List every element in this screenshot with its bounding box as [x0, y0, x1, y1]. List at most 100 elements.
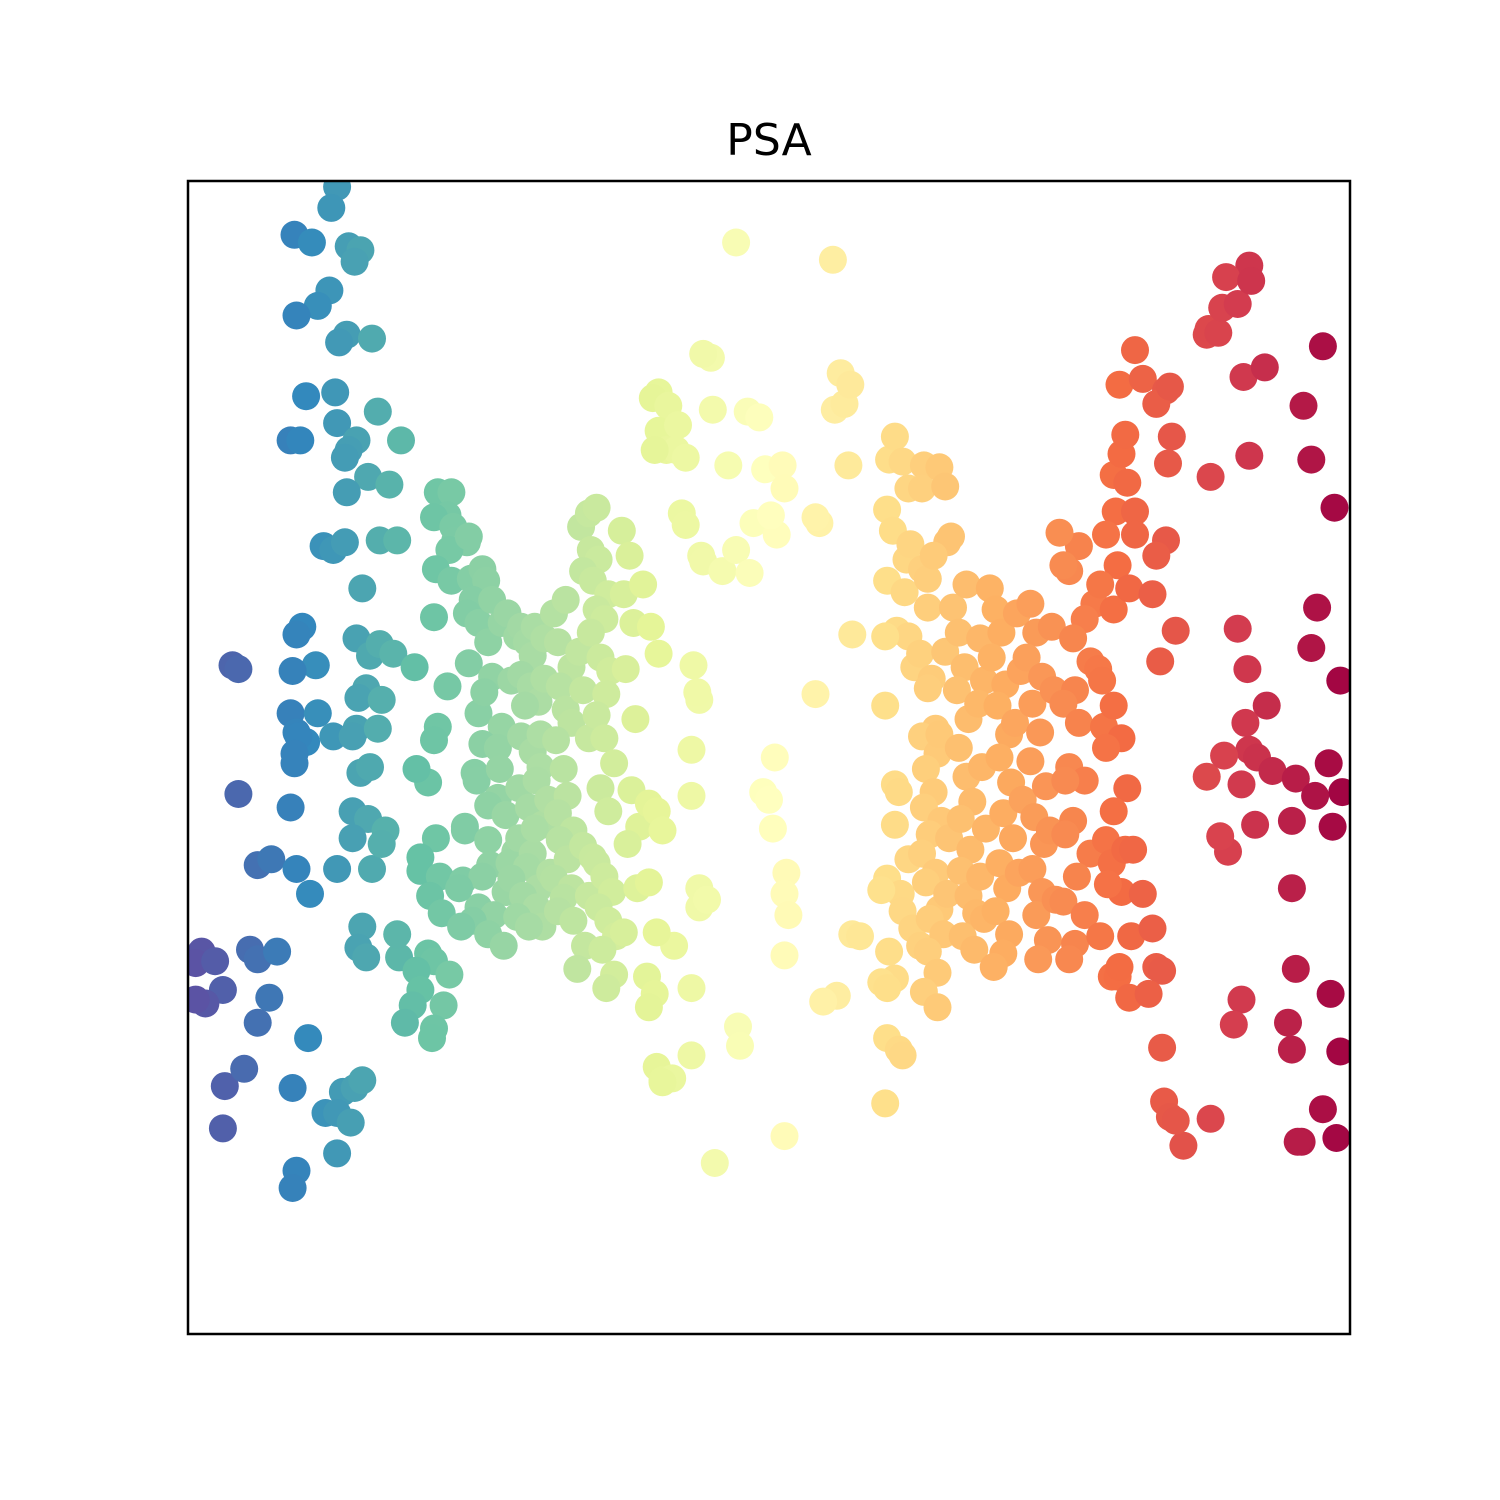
scatter-point [286, 426, 315, 455]
scatter-point [1086, 922, 1115, 951]
scatter-point [1128, 879, 1157, 908]
scatter-point [946, 805, 975, 833]
scatter-point [1101, 497, 1130, 526]
scatter-point [1024, 945, 1053, 974]
scatter-point [875, 937, 904, 966]
scatter-point [640, 436, 669, 464]
scatter-point [755, 785, 783, 814]
scatter-point [387, 426, 415, 455]
scatter-point [913, 564, 942, 593]
scatter-point [1322, 1124, 1350, 1152]
scatter-point [818, 245, 847, 274]
chart-title: PSA [726, 115, 811, 166]
scatter-points [188, 181, 1350, 1202]
scatter-point [280, 749, 309, 778]
scatter-point [278, 1174, 307, 1202]
scatter-point [919, 541, 948, 570]
scatter-point [873, 974, 902, 1003]
scatter-point [1099, 797, 1128, 826]
scatter-point [1161, 1106, 1190, 1135]
scatter-point [735, 559, 764, 587]
scatter-point [282, 620, 311, 649]
scatter-point [1086, 570, 1115, 599]
scatter-point [809, 987, 838, 1016]
scatter-point [987, 618, 1016, 647]
scatter-point [1320, 493, 1349, 522]
scatter-point [224, 780, 253, 808]
scatter-point [1161, 616, 1190, 645]
scatter-point [634, 868, 663, 897]
scatter-point [201, 947, 230, 976]
scatter-point [1308, 332, 1337, 361]
scatter-point [445, 874, 474, 903]
scatter-point [607, 516, 636, 545]
scatter-point [671, 511, 700, 539]
scatter-point [367, 830, 396, 858]
scatter-point [354, 462, 383, 491]
scatter-point [770, 1122, 799, 1151]
scatter-point [1049, 887, 1078, 916]
scatter-point [1016, 589, 1045, 618]
scatter-point [278, 657, 307, 685]
scatter-point [888, 447, 917, 476]
scatter-point [348, 912, 377, 941]
scatter-point [319, 722, 348, 751]
scatter-point [923, 993, 952, 1022]
scatter-point [677, 1041, 706, 1070]
scatter-point [257, 845, 286, 874]
scatter-point [871, 691, 900, 720]
scatter-point [1227, 985, 1256, 1014]
scatter-point [1099, 595, 1128, 624]
scatter-point [338, 824, 367, 853]
scatter-point [890, 578, 919, 607]
scatter-point [937, 522, 965, 551]
scatter-point [363, 714, 392, 743]
scatter-point [683, 678, 712, 707]
scatter-point [671, 443, 700, 472]
scatter-point [1049, 551, 1078, 580]
scatter-point [1099, 691, 1128, 720]
scatter-point [1001, 708, 1029, 737]
plot-frame [186, 179, 1352, 1336]
scatter-point [352, 943, 381, 972]
scatter-point [420, 726, 448, 755]
scatter-point [613, 830, 642, 858]
scatter-point [911, 868, 940, 897]
scatter-point [970, 666, 998, 695]
scatter-point [303, 291, 332, 320]
scatter-point [1138, 914, 1167, 943]
scatter-point [383, 526, 412, 555]
scatter-point [981, 897, 1010, 926]
scatter-point [447, 912, 476, 941]
scatter-point [801, 680, 830, 709]
scatter-point [592, 974, 621, 1003]
scatter-point [344, 683, 373, 712]
scatter-point [975, 574, 1004, 603]
scatter-point [1018, 855, 1047, 883]
scatter-point [774, 901, 803, 930]
scatter-point [1092, 520, 1120, 549]
scatter-point [760, 743, 789, 772]
scatter-point [1233, 655, 1262, 684]
scatter-point [944, 733, 973, 762]
scatter-point [1051, 766, 1080, 795]
scatter-point [956, 835, 985, 864]
scatter-point [1241, 810, 1270, 839]
scatter-point [1277, 874, 1306, 903]
scatter-point [437, 478, 466, 507]
scatter-point [896, 530, 925, 559]
scatter-point [210, 1072, 239, 1101]
scatter-point [600, 749, 629, 778]
scatter-point [756, 501, 785, 530]
scatter-point [400, 653, 429, 682]
scatter-point [836, 370, 865, 399]
scatter-point [1314, 749, 1343, 778]
scatter-point [1301, 781, 1330, 810]
scatter-point [1049, 689, 1078, 718]
scatter-point [379, 639, 408, 668]
scatter-point [1092, 733, 1120, 762]
scatter-point [867, 876, 896, 905]
scatter-point [367, 685, 396, 714]
